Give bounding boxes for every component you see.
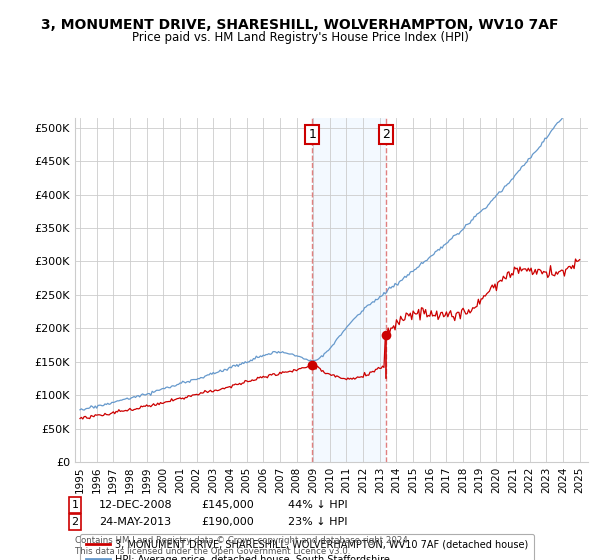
Text: Price paid vs. HM Land Registry's House Price Index (HPI): Price paid vs. HM Land Registry's House …	[131, 31, 469, 44]
Bar	[313, 118, 386, 462]
Text: 12-DEC-2008: 12-DEC-2008	[99, 500, 173, 510]
Text: 1: 1	[71, 500, 79, 510]
Text: 23% ↓ HPI: 23% ↓ HPI	[288, 517, 347, 527]
Text: 3, MONUMENT DRIVE, SHARESHILL, WOLVERHAMPTON, WV10 7AF: 3, MONUMENT DRIVE, SHARESHILL, WOLVERHAM…	[41, 18, 559, 32]
Text: Contains HM Land Registry data © Crown copyright and database right 2024.
This d: Contains HM Land Registry data © Crown c…	[75, 536, 410, 556]
Legend: 3, MONUMENT DRIVE, SHARESHILL, WOLVERHAMPTON, WV10 7AF (detached house), HPI: Av: 3, MONUMENT DRIVE, SHARESHILL, WOLVERHAM…	[80, 534, 534, 560]
Text: 24-MAY-2013: 24-MAY-2013	[99, 517, 171, 527]
Text: 44% ↓ HPI: 44% ↓ HPI	[288, 500, 347, 510]
Text: 2: 2	[71, 517, 79, 527]
Text: 2: 2	[382, 128, 390, 141]
Text: £190,000: £190,000	[201, 517, 254, 527]
Text: 1: 1	[308, 128, 316, 141]
Text: £145,000: £145,000	[201, 500, 254, 510]
